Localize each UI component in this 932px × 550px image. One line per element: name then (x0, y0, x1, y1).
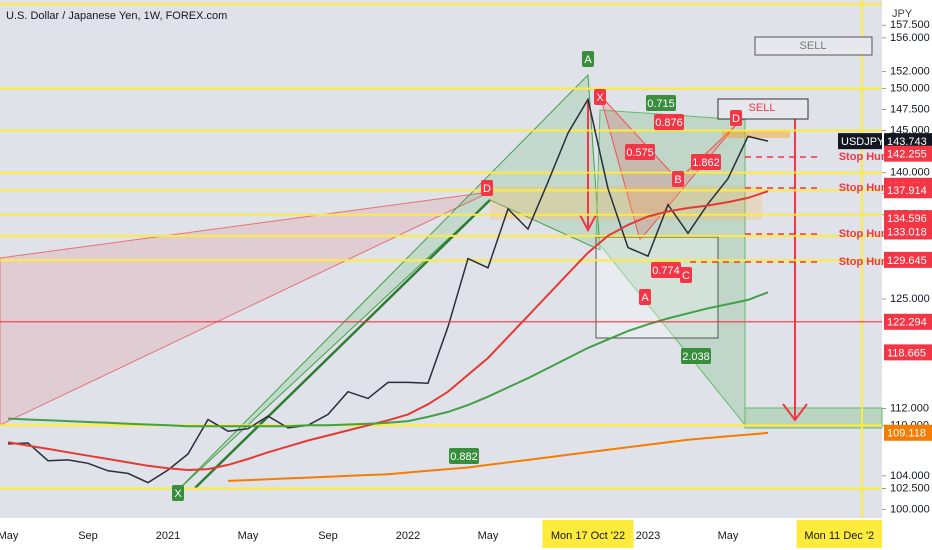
price-tag-label: 137.914 (887, 185, 927, 197)
moving-average (7, 291, 769, 428)
y-tick-label: 157.500 (890, 19, 930, 31)
annotation: 0.882 (450, 451, 478, 463)
price-tag-label: 109.118 (887, 428, 926, 440)
plot-background (0, 0, 882, 518)
y-tick-label: 100.000 (890, 503, 930, 515)
price-tag (884, 344, 932, 361)
label-box (691, 154, 721, 170)
y-tick-label: 104.000 (890, 470, 930, 482)
annotation: X (596, 92, 604, 104)
annotation: A (584, 54, 592, 66)
label-box (639, 289, 651, 305)
symbol-tag (838, 133, 882, 150)
annotation: B (674, 174, 681, 186)
annotation: A (641, 292, 649, 304)
annotation: SELL (800, 40, 827, 52)
price-tag-label: 143.743 (887, 136, 927, 148)
symbol-label: USDJPY (841, 136, 885, 148)
range-box (595, 236, 719, 339)
price-tag (884, 182, 932, 199)
annotation: Stop Hunt (839, 228, 892, 240)
price-tag (884, 145, 932, 162)
label-box (681, 348, 711, 364)
annotation: Stop Hunt (839, 256, 892, 268)
label-box (481, 180, 493, 196)
target-box (744, 407, 883, 429)
label-box (646, 95, 676, 111)
label-box (172, 485, 184, 501)
chart-title: U.S. Dollar / Japanese Yen, 1W, FOREX.co… (6, 10, 227, 22)
x-highlight (542, 520, 634, 548)
y-tick-label: 140.000 (890, 167, 930, 179)
price-tag-label: 133.018 (887, 226, 927, 238)
price-tag-label: 122.294 (887, 317, 927, 329)
price-tag-label: 129.645 (887, 255, 927, 267)
label-box (625, 144, 655, 160)
x-tick-label: Mon 17 Oct '22 (551, 530, 625, 542)
price-tag (884, 133, 932, 150)
price-tag (884, 210, 932, 227)
y-unit: JPY (892, 8, 913, 20)
price-tag-label: 134.596 (887, 213, 927, 225)
annotation: 0.876 (655, 117, 683, 129)
annotation: 0.774 (652, 265, 680, 277)
pattern-leg (194, 199, 491, 489)
price-tag-label: 142.255 (887, 149, 927, 161)
annotation: Stop Hunt (839, 182, 892, 194)
label-box (449, 448, 479, 464)
x-tick-label: 2023 (636, 530, 660, 542)
annotation: 0.575 (626, 147, 654, 159)
y-tick-label: 150.000 (890, 82, 930, 94)
annotation: Stop Hunt (839, 151, 892, 163)
pattern-area (177, 73, 601, 491)
label-box (582, 51, 594, 67)
label-box (672, 171, 684, 187)
x-tick-label: Sep (318, 530, 338, 542)
y-tick-label: 102.500 (890, 482, 930, 494)
price-axis (882, 0, 932, 550)
y-tick-label: 112.000 (890, 402, 929, 414)
price-tag-label: 118.665 (887, 347, 926, 359)
annotation: D (732, 113, 740, 125)
annotation: C (682, 270, 690, 282)
annotation: 1.862 (692, 157, 720, 169)
arrow-head (782, 403, 808, 422)
x-tick-label: May (0, 530, 19, 542)
label-box (680, 267, 692, 283)
price-tag (884, 313, 932, 330)
annotation: SELL (749, 102, 776, 114)
time-axis (0, 518, 882, 550)
x-tick-label: Mon 11 Dec '2 (804, 530, 874, 542)
annotation: D (483, 183, 491, 195)
label-box (754, 36, 873, 56)
x-tick-label: Sep (78, 530, 98, 542)
label-box (654, 114, 684, 130)
annotation: 2.038 (682, 351, 710, 363)
x-tick-label: 2021 (156, 530, 180, 542)
annotation: X (174, 488, 182, 500)
y-tick-label: 152.000 (890, 65, 930, 77)
zone (722, 130, 790, 138)
label-box (594, 89, 606, 105)
price-tag (884, 251, 932, 268)
price-line (7, 97, 769, 484)
x-tick-label: 2022 (396, 530, 420, 542)
price-tag (884, 223, 932, 240)
moving-average (7, 190, 769, 472)
arrow-head (579, 214, 597, 233)
moving-average (227, 431, 769, 482)
y-tick-label: 147.500 (890, 103, 930, 115)
price-tag (884, 424, 932, 441)
y-tick-label: 125.000 (890, 293, 930, 305)
x-tick-label: May (478, 530, 499, 542)
y-tick-label: 156.000 (890, 32, 930, 44)
x-highlight (796, 520, 882, 548)
label-box (730, 110, 742, 126)
x-tick-label: May (238, 530, 259, 542)
pattern-area (0, 191, 491, 426)
label-box (651, 262, 681, 278)
x-tick-label: May (718, 530, 739, 542)
annotation: 0.715 (647, 98, 675, 110)
